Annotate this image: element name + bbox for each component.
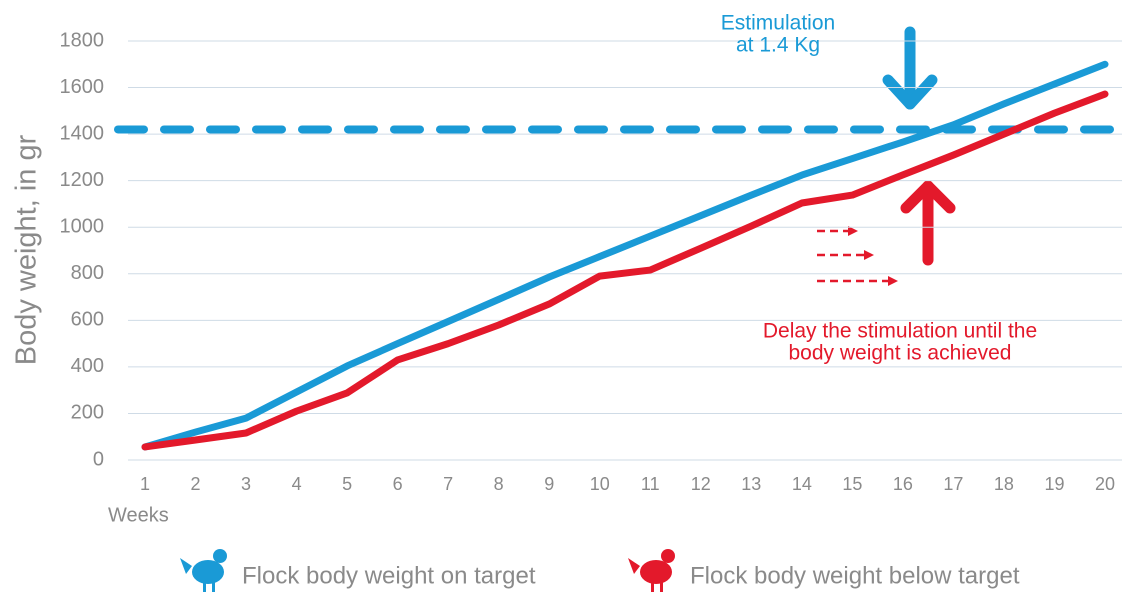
x-tick-label: 2 <box>191 474 201 494</box>
y-tick-label: 0 <box>93 448 104 470</box>
x-tick-label: 12 <box>691 474 711 494</box>
x-tick-label: 19 <box>1044 474 1064 494</box>
y-tick-label: 1400 <box>60 122 105 144</box>
y-tick-label: 200 <box>71 402 104 424</box>
x-tick-label: 17 <box>943 474 963 494</box>
annotation: at 1.4 Kg <box>736 34 820 57</box>
y-axis-label: Body weight, in gr <box>11 134 43 365</box>
legend-label: Flock body weight on target <box>242 562 536 589</box>
delay-arrows <box>817 229 890 283</box>
x-tick-label: 11 <box>641 474 660 494</box>
x-tick-label: 3 <box>241 474 251 494</box>
x-tick-label: 5 <box>342 474 352 494</box>
annotation: Delay the stimulation until the <box>763 320 1037 343</box>
legend-icon <box>180 549 227 592</box>
x-tick-label: 1 <box>140 474 150 494</box>
x-tick-label: 15 <box>842 474 862 494</box>
x-axis-label: Weeks <box>108 504 169 526</box>
legend-icon <box>628 549 675 592</box>
y-tick-label: 600 <box>71 309 104 331</box>
x-tick-label: 9 <box>544 474 554 494</box>
y-tick-label: 1200 <box>60 169 105 191</box>
y-tick-label: 400 <box>71 355 104 377</box>
annotation: body weight is achieved <box>789 342 1012 365</box>
x-tick-label: 16 <box>893 474 913 494</box>
x-tick-label: 6 <box>393 474 403 494</box>
delay-arrowheads <box>848 226 898 286</box>
y-tick-label: 1000 <box>60 216 105 238</box>
x-tick-label: 10 <box>590 474 610 494</box>
y-tick-label: 1600 <box>60 76 105 98</box>
y-tick-label: 800 <box>71 262 104 284</box>
series-line <box>141 90 1109 451</box>
red-arrow <box>900 180 956 266</box>
y-tick-label: 1800 <box>60 29 105 51</box>
series-line <box>141 60 1109 451</box>
x-tick-label: 4 <box>292 474 302 494</box>
x-tick-label: 20 <box>1095 474 1115 494</box>
x-tick-label: 14 <box>792 474 812 494</box>
annotation: Estimulation <box>721 12 835 35</box>
blue-arrow <box>882 26 938 110</box>
x-tick-label: 13 <box>741 474 761 494</box>
x-tick-label: 18 <box>994 474 1014 494</box>
x-tick-label: 7 <box>443 474 453 494</box>
x-tick-label: 8 <box>494 474 504 494</box>
legend-label: Flock body weight below target <box>690 562 1020 589</box>
